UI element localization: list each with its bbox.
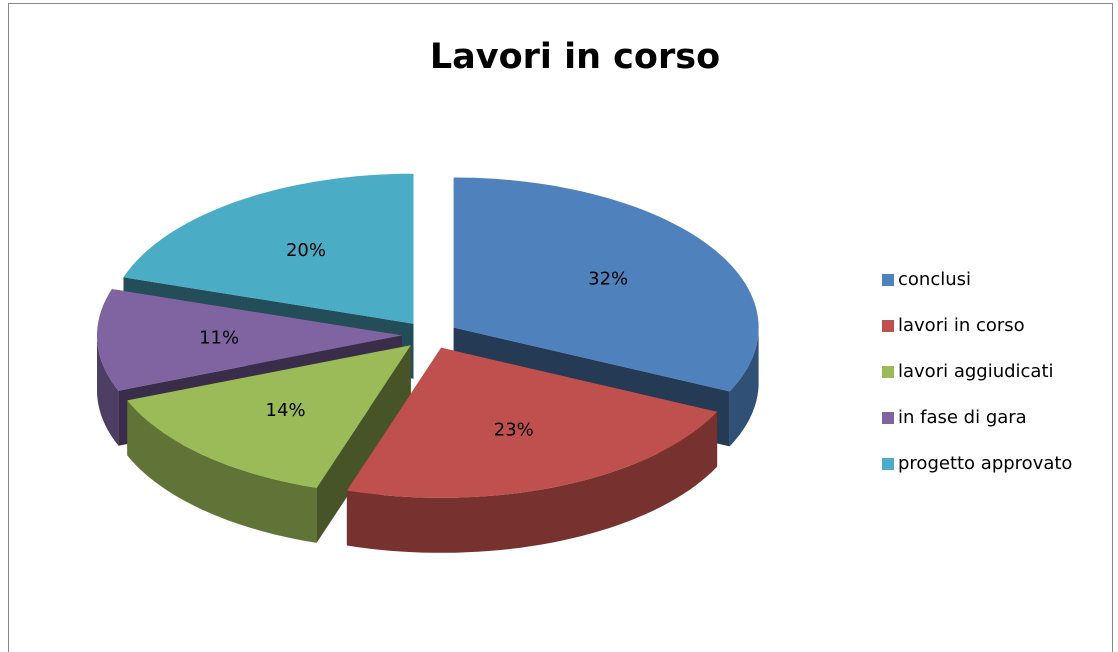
chart-title: Lavori in corso: [430, 37, 720, 77]
slice-wall: [729, 327, 759, 447]
legend-swatch: [882, 458, 894, 470]
data-label: 20%: [286, 240, 326, 261]
legend-label: progetto approvato: [898, 453, 1072, 474]
slice: [123, 173, 414, 324]
slice: [453, 177, 759, 392]
legend-swatch: [882, 320, 894, 332]
data-label: 32%: [588, 268, 628, 289]
slice: [346, 347, 718, 498]
data-label: 23%: [494, 419, 534, 440]
legend-swatch: [882, 366, 894, 378]
slice-wall: [127, 400, 317, 543]
slice: [127, 345, 411, 488]
slice-wall: [97, 335, 119, 446]
legend-swatch: [882, 412, 894, 424]
legend-label: lavori in corso: [898, 315, 1025, 336]
legend-label: lavori aggiudicati: [898, 361, 1054, 382]
legend-swatch: [882, 274, 894, 286]
slice-group: 14%: [127, 345, 411, 543]
slice-wall: [346, 411, 718, 553]
slice: [97, 289, 402, 391]
legend-label: in fase di gara: [898, 407, 1027, 428]
data-label: 11%: [199, 327, 239, 348]
legend-label: conclusi: [898, 269, 971, 290]
data-label: 14%: [266, 400, 306, 421]
slice-group: 23%: [346, 347, 718, 553]
